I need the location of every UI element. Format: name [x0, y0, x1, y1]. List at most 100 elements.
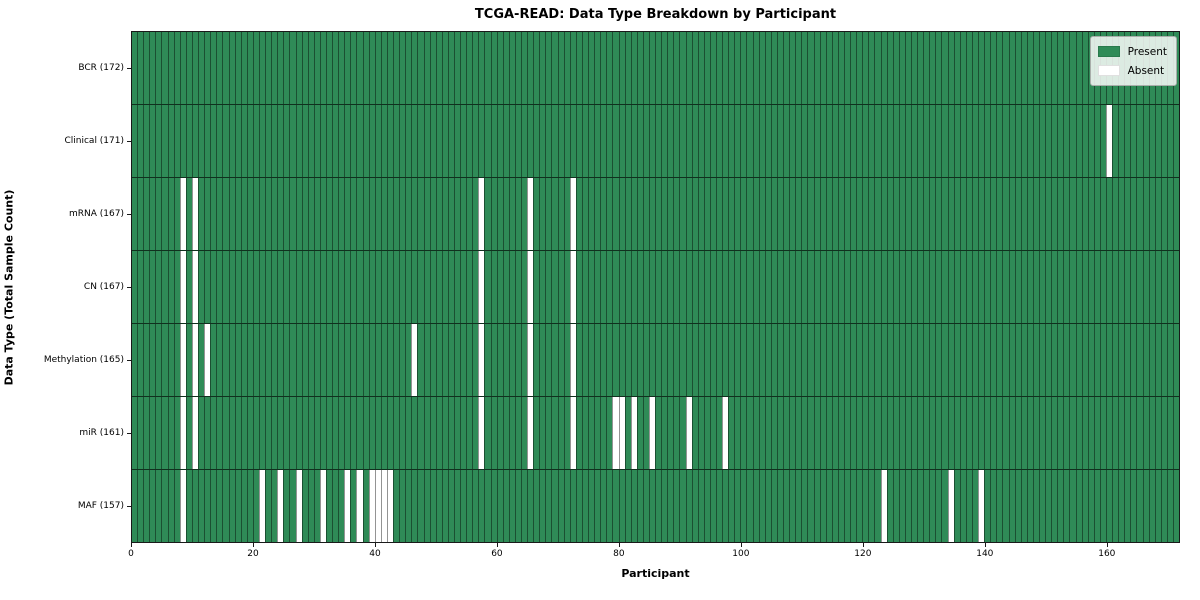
heatmap-cell [581, 324, 589, 396]
heatmap-cell [685, 32, 692, 104]
heatmap-cell [502, 32, 509, 104]
heatmap-cell [563, 251, 570, 323]
heatmap-cell [277, 105, 284, 177]
heatmap-cell [502, 324, 509, 396]
heatmap-cell [594, 105, 601, 177]
heatmap-cell [149, 397, 156, 469]
heatmap-cell [155, 105, 162, 177]
heatmap-cell [490, 470, 497, 542]
heatmap-cell [405, 178, 412, 250]
heatmap-cell [551, 324, 558, 396]
heatmap-cell [557, 251, 564, 323]
heatmap-cell [374, 251, 381, 323]
heatmap-cell [441, 470, 448, 542]
heatmap-cell [295, 178, 302, 250]
heatmap-cell [911, 32, 918, 104]
heatmap-cell [326, 470, 333, 542]
heatmap-cell [618, 470, 625, 542]
heatmap-cell [904, 32, 911, 104]
heatmap-cell [770, 251, 777, 323]
heatmap-cell [929, 397, 936, 469]
heatmap-cell [1142, 470, 1149, 542]
heatmap-cell [1014, 178, 1021, 250]
heatmap-cell [606, 32, 613, 104]
heatmap-cell [1045, 32, 1052, 104]
heatmap-cell [1160, 251, 1167, 323]
heatmap-cell [1160, 178, 1167, 250]
heatmap-cell [807, 32, 814, 104]
heatmap-cell [1124, 397, 1131, 469]
x-tick-label-120: 120 [854, 549, 872, 559]
heatmap-cell [466, 178, 473, 250]
heatmap-cell [344, 178, 351, 250]
heatmap-cell [728, 324, 735, 396]
heatmap-cell [185, 32, 192, 104]
heatmap-cell [898, 470, 905, 542]
heatmap-cell [295, 251, 302, 323]
heatmap-cell [326, 251, 333, 323]
heatmap-cell [137, 105, 144, 177]
heatmap-cell [1063, 397, 1070, 469]
heatmap-cell [648, 105, 656, 177]
heatmap-cell [283, 397, 290, 469]
heatmap-cell [716, 251, 723, 323]
heatmap-cell [929, 32, 936, 104]
heatmap-cell [703, 251, 710, 323]
heatmap-cell [234, 32, 241, 104]
heatmap-cell [198, 324, 205, 396]
heatmap-cell [423, 178, 430, 250]
heatmap-cell [843, 251, 851, 323]
heatmap-cell [850, 251, 857, 323]
heatmap-cell [947, 251, 954, 323]
heatmap-cell [1154, 251, 1161, 323]
heatmap-cell [423, 251, 430, 323]
heatmap-cell [807, 470, 814, 542]
x-tick-mark [131, 543, 132, 547]
heatmap-cell [1075, 324, 1082, 396]
heatmap-cell [423, 32, 430, 104]
x-tick-mark [374, 543, 376, 547]
heatmap-cell [783, 251, 790, 323]
heatmap-cell [368, 251, 375, 323]
heatmap-cell [198, 105, 205, 177]
heatmap-cell [1142, 251, 1149, 323]
heatmap-cell [728, 178, 735, 250]
heatmap-cell [789, 32, 796, 104]
heatmap-cell [447, 32, 454, 104]
heatmap-cell [929, 470, 936, 542]
heatmap-cell [295, 324, 302, 396]
heatmap-cell [393, 470, 400, 542]
heatmap-cell [813, 105, 820, 177]
heatmap-cell [679, 470, 686, 542]
heatmap-cell [1002, 178, 1009, 250]
heatmap-cell [1087, 178, 1094, 250]
heatmap-cell [204, 178, 211, 250]
heatmap-cell [588, 178, 595, 250]
heatmap-cell [1045, 470, 1052, 542]
heatmap-cell [606, 470, 613, 542]
heatmap-cell [411, 397, 418, 469]
heatmap-cell [386, 178, 394, 250]
heatmap-cell [149, 324, 156, 396]
heatmap-cell [1130, 324, 1137, 396]
heatmap-cell [874, 32, 881, 104]
heatmap-cell [362, 178, 369, 250]
heatmap-cell [332, 470, 339, 542]
heatmap-cell [198, 397, 205, 469]
heatmap-cell [746, 470, 753, 542]
heatmap-cell [1032, 105, 1039, 177]
heatmap-cell [1020, 105, 1027, 177]
heatmap-cell [569, 251, 576, 323]
heatmap-cell [1063, 324, 1070, 396]
heatmap-cell [539, 324, 546, 396]
heatmap-cell [405, 32, 412, 104]
y-tick-label-BCR: BCR (172) [78, 62, 124, 73]
heatmap-cell [356, 251, 363, 323]
heatmap-cell [655, 105, 662, 177]
heatmap-cell [332, 105, 339, 177]
heatmap-cell [1020, 470, 1027, 542]
heatmap-cell [319, 397, 326, 469]
heatmap-cell [1020, 324, 1027, 396]
heatmap-cell [1002, 32, 1009, 104]
heatmap-cell [478, 105, 485, 177]
